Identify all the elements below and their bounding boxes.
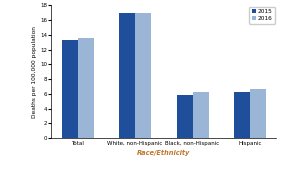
Bar <box>78 39 94 138</box>
Bar <box>176 95 193 138</box>
Bar <box>250 89 266 138</box>
Bar <box>193 92 209 138</box>
Bar <box>135 13 151 138</box>
X-axis label: Race/Ethnicity: Race/Ethnicity <box>137 150 191 156</box>
Y-axis label: Deaths per 100,000 population: Deaths per 100,000 population <box>32 26 37 118</box>
Legend: 2015, 2016: 2015, 2016 <box>249 7 275 24</box>
Bar <box>234 92 250 138</box>
Bar <box>119 13 135 138</box>
Bar <box>62 40 78 138</box>
